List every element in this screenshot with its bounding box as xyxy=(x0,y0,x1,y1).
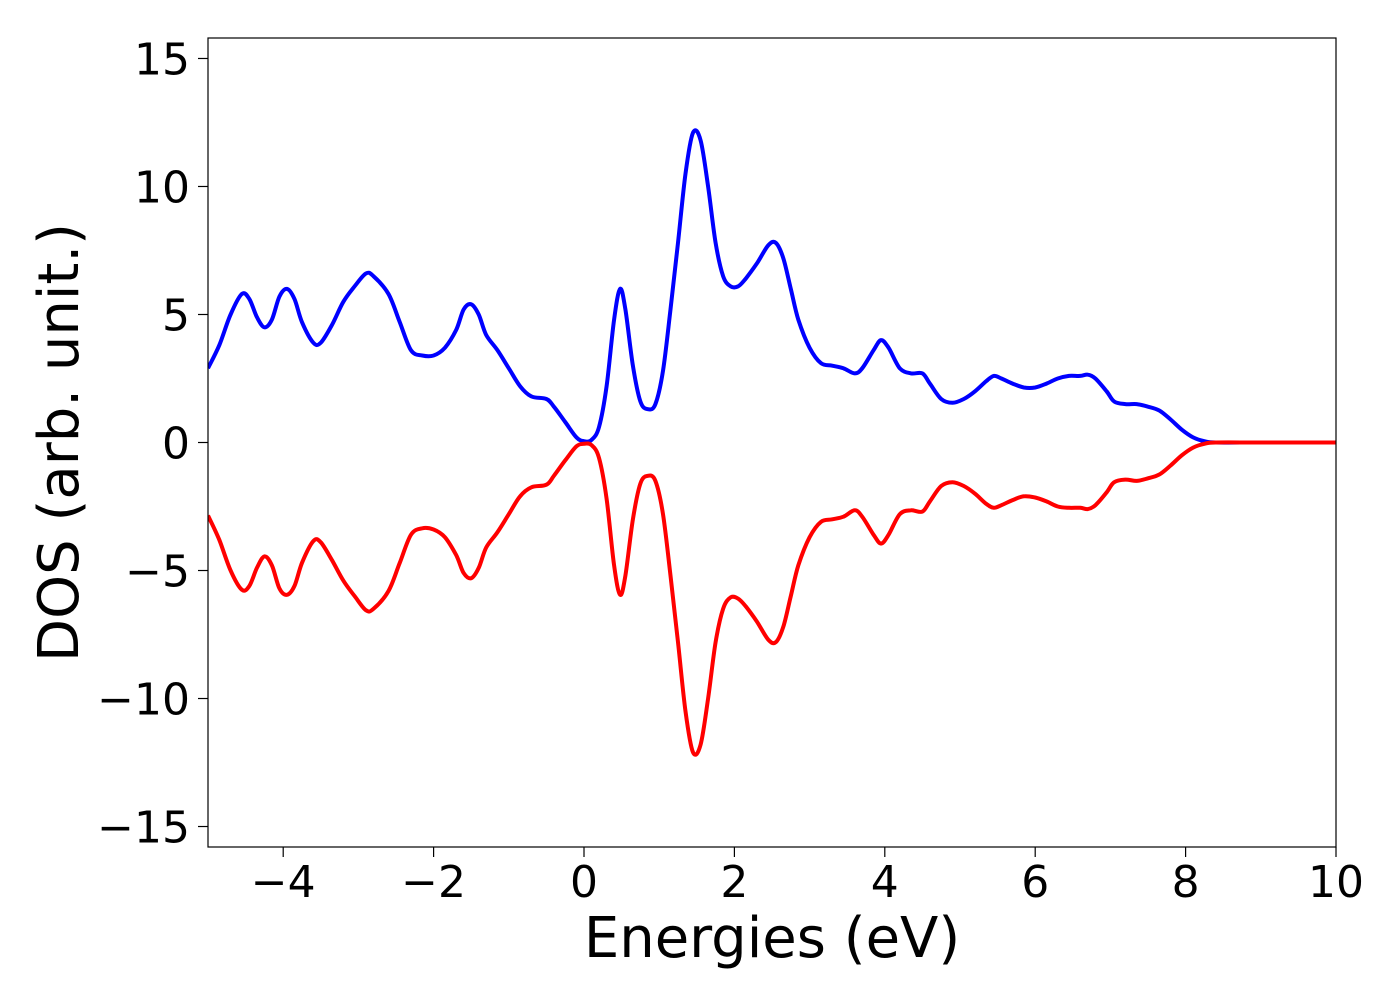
y-tick-label: 10 xyxy=(134,162,190,213)
x-tick-label: 8 xyxy=(1172,857,1200,908)
x-axis-label: Energies (eV) xyxy=(584,906,960,971)
x-tick-label: 0 xyxy=(570,857,598,908)
x-tick-label: 10 xyxy=(1308,857,1364,908)
x-tick-label: 6 xyxy=(1021,857,1049,908)
series-line-spin-down xyxy=(208,440,1336,757)
x-tick-label: −4 xyxy=(251,857,316,908)
series-line-spin-up xyxy=(208,128,1336,445)
y-tick-label: −5 xyxy=(125,547,190,598)
x-tick-label: 4 xyxy=(871,857,899,908)
y-tick-label: 5 xyxy=(162,290,190,341)
x-tick-label: 2 xyxy=(720,857,748,908)
y-tick-label: 0 xyxy=(162,419,190,470)
y-axis-label: DOS (arb. unit.) xyxy=(27,223,92,662)
y-tick-label: −15 xyxy=(97,803,190,854)
x-axis-ticks: −4 −2 0 2 4 6 8 10 xyxy=(251,847,1364,908)
y-axis-ticks: 15 10 5 0 −5 −10 −15 xyxy=(97,34,208,854)
x-tick-label: −2 xyxy=(401,857,466,908)
y-tick-label: −10 xyxy=(97,675,190,726)
series-layer xyxy=(208,128,1336,757)
y-tick-label: 15 xyxy=(134,34,190,85)
